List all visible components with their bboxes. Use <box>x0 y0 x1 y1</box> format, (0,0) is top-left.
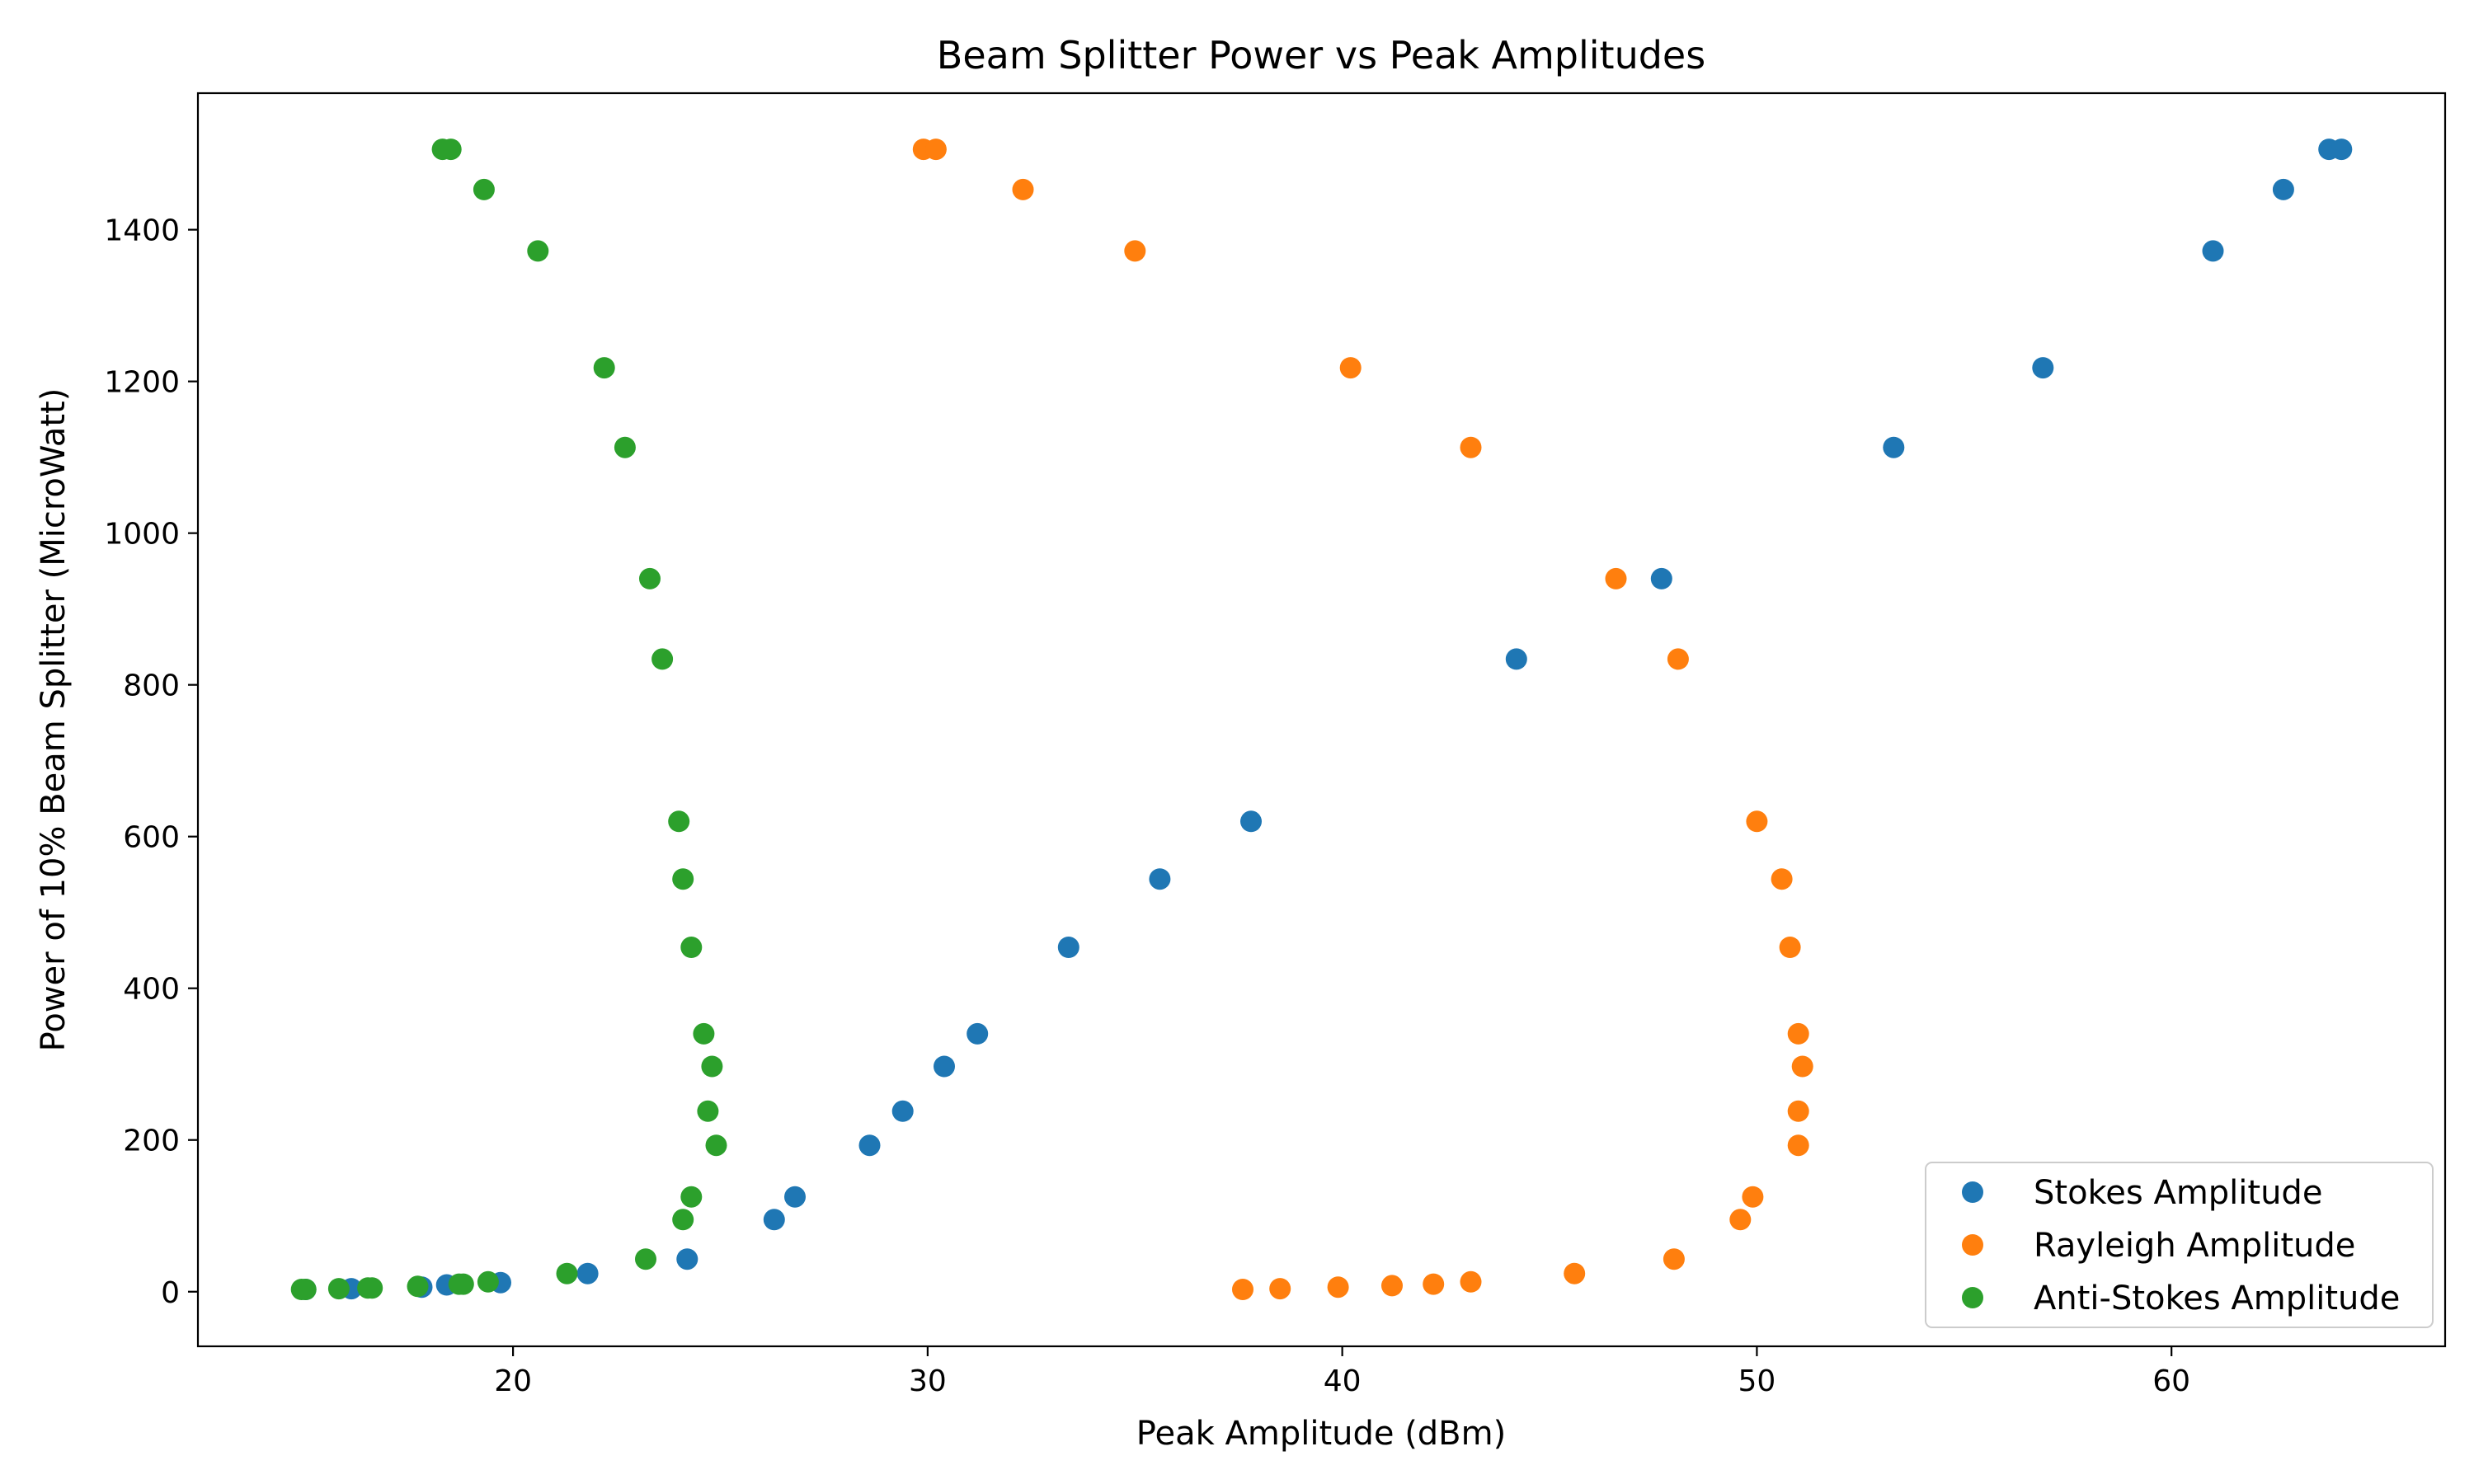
point-anti-stokes-amplitude <box>680 1186 703 1208</box>
point-rayleigh-amplitude <box>1779 937 1801 958</box>
point-anti-stokes-amplitude <box>477 1270 499 1293</box>
point-rayleigh-amplitude <box>1124 240 1146 262</box>
point-rayleigh-amplitude <box>1663 1248 1685 1270</box>
y-tick-label: 0 <box>161 1276 180 1310</box>
point-rayleigh-amplitude <box>1339 357 1362 379</box>
point-stokes-amplitude <box>1650 567 1672 589</box>
y-tick-label: 200 <box>123 1125 180 1158</box>
point-rayleigh-amplitude <box>1742 1186 1764 1208</box>
point-stokes-amplitude <box>1149 868 1171 890</box>
y-tick-label: 1400 <box>104 214 180 248</box>
point-anti-stokes-amplitude <box>705 1134 727 1157</box>
point-anti-stokes-amplitude <box>672 1209 694 1231</box>
legend-label-rayleigh: Rayleigh Amplitude <box>2034 1227 2355 1265</box>
point-rayleigh-amplitude <box>1787 1022 1809 1045</box>
point-stokes-amplitude <box>967 1022 989 1045</box>
point-rayleigh-amplitude <box>1787 1134 1809 1157</box>
x-tick-label: 30 <box>909 1364 947 1398</box>
y-tick-label: 1000 <box>104 518 180 552</box>
point-stokes-amplitude <box>891 1100 914 1122</box>
legend-frame <box>1925 1162 2434 1328</box>
point-anti-stokes-amplitude <box>407 1275 429 1298</box>
point-anti-stokes-amplitude <box>635 1248 656 1270</box>
point-stokes-amplitude <box>784 1186 806 1208</box>
point-anti-stokes-amplitude <box>697 1100 719 1122</box>
x-tick-label: 50 <box>1738 1364 1776 1398</box>
point-rayleigh-amplitude <box>1327 1276 1349 1298</box>
x-tick-label: 40 <box>1324 1364 1362 1398</box>
point-rayleigh-amplitude <box>1605 567 1627 589</box>
point-rayleigh-amplitude <box>1460 436 1482 458</box>
point-anti-stokes-amplitude <box>294 1279 317 1300</box>
legend: Stokes Amplitude Rayleigh Amplitude Anti… <box>1925 1162 2434 1328</box>
point-rayleigh-amplitude <box>1012 178 1034 200</box>
point-rayleigh-amplitude <box>1564 1262 1586 1284</box>
point-anti-stokes-amplitude <box>452 1273 474 1295</box>
point-stokes-amplitude <box>676 1248 698 1270</box>
y-axis-label: Power of 10% Beam Splitter (MicroWatt) <box>35 388 73 1052</box>
point-stokes-amplitude <box>763 1209 785 1231</box>
point-anti-stokes-amplitude <box>701 1055 723 1078</box>
point-anti-stokes-amplitude <box>327 1278 350 1300</box>
x-tick-label: 60 <box>2152 1364 2190 1398</box>
point-anti-stokes-amplitude <box>680 937 703 958</box>
legend-marker-rayleigh <box>1962 1234 1983 1256</box>
y-tick-label: 400 <box>123 973 180 1007</box>
point-anti-stokes-amplitude <box>614 436 636 458</box>
legend-marker-anti-stokes <box>1962 1287 1983 1308</box>
point-rayleigh-amplitude <box>1381 1275 1403 1297</box>
point-stokes-amplitude <box>2272 178 2294 200</box>
plot-frame <box>196 92 2447 1348</box>
point-rayleigh-amplitude <box>1746 810 1768 833</box>
data-points <box>290 139 2353 1300</box>
point-anti-stokes-amplitude <box>668 810 690 833</box>
point-stokes-amplitude <box>576 1262 599 1284</box>
point-stokes-amplitude <box>1240 810 1262 833</box>
x-axis-label: Peak Amplitude (dBm) <box>1136 1415 1506 1453</box>
point-rayleigh-amplitude <box>1460 1270 1482 1293</box>
y-tick-label: 800 <box>123 669 180 703</box>
point-stokes-amplitude <box>1057 937 1079 958</box>
point-anti-stokes-amplitude <box>672 868 694 890</box>
point-rayleigh-amplitude <box>1667 648 1689 670</box>
x-axis-ticks: 20 30 40 50 60 <box>494 1346 2190 1398</box>
chart-title: Beam Splitter Power vs Peak Amplitudes <box>937 33 1705 77</box>
point-rayleigh-amplitude <box>1771 868 1793 890</box>
plot-area <box>196 92 2447 1348</box>
point-rayleigh-amplitude <box>1787 1100 1809 1122</box>
point-anti-stokes-amplitude <box>651 648 674 670</box>
point-rayleigh-amplitude <box>1729 1209 1752 1231</box>
point-anti-stokes-amplitude <box>473 178 495 200</box>
point-anti-stokes-amplitude <box>440 139 462 161</box>
point-stokes-amplitude <box>858 1134 881 1157</box>
point-anti-stokes-amplitude <box>556 1262 578 1284</box>
point-anti-stokes-amplitude <box>361 1277 383 1299</box>
point-stokes-amplitude <box>2202 240 2224 262</box>
point-rayleigh-amplitude <box>1232 1279 1253 1300</box>
y-tick-label: 600 <box>123 821 180 855</box>
x-tick-label: 20 <box>494 1364 532 1398</box>
point-stokes-amplitude <box>1505 648 1527 670</box>
point-stokes-amplitude <box>2032 357 2054 379</box>
legend-label-stokes: Stokes Amplitude <box>2034 1174 2322 1212</box>
point-rayleigh-amplitude <box>1269 1278 1291 1300</box>
point-rayleigh-amplitude <box>1423 1273 1445 1295</box>
point-stokes-amplitude <box>2331 139 2353 161</box>
legend-label-anti-stokes: Anti-Stokes Amplitude <box>2034 1280 2400 1317</box>
legend-marker-stokes <box>1962 1181 1983 1203</box>
point-anti-stokes-amplitude <box>693 1022 715 1045</box>
y-axis-ticks: 0 200 400 600 800 1000 1200 1400 <box>104 214 198 1310</box>
point-anti-stokes-amplitude <box>527 240 549 262</box>
point-anti-stokes-amplitude <box>593 357 615 379</box>
point-stokes-amplitude <box>1883 436 1905 458</box>
point-anti-stokes-amplitude <box>639 567 661 589</box>
y-tick-label: 1200 <box>104 366 180 400</box>
point-rayleigh-amplitude <box>1791 1055 1813 1078</box>
point-rayleigh-amplitude <box>924 139 947 161</box>
point-stokes-amplitude <box>934 1055 955 1078</box>
